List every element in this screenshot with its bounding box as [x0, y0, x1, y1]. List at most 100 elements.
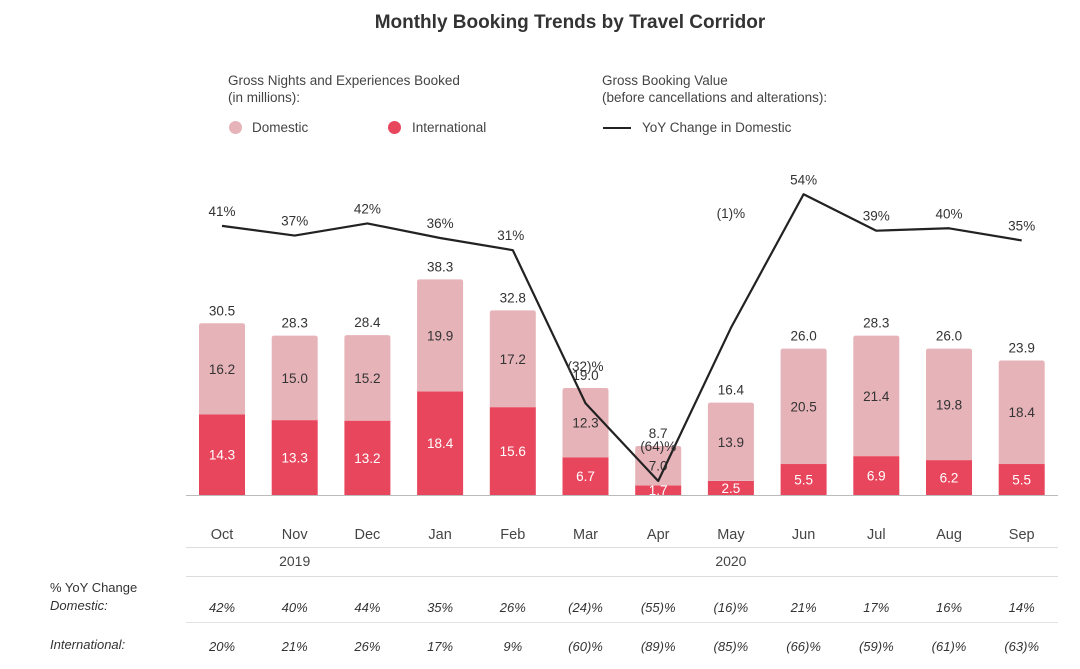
label-total-value: 28.3: [282, 316, 308, 331]
yoy-line-label: 40%: [935, 206, 962, 221]
table-cell-international: (61)%: [932, 639, 967, 654]
bar-international-oct: [199, 414, 245, 495]
table-cell-domestic: (16)%: [714, 600, 749, 615]
bar-international-jan: [417, 391, 464, 495]
legend-international-label: International: [412, 120, 487, 135]
chart-title: Monthly Booking Trends by Travel Corrido…: [374, 12, 766, 33]
table-cell-international: (66)%: [786, 639, 821, 654]
label-total-value: 26.0: [936, 329, 962, 344]
bar-international-sep: [998, 464, 1045, 495]
table-cell-domestic: 42%: [209, 600, 235, 615]
yoy-line-label: (32)%: [567, 359, 603, 374]
legend-domestic-swatch: [229, 121, 242, 134]
line-legend-header-line2: (before cancellations and alterations):: [602, 90, 828, 105]
table-row-label-international: International:: [50, 637, 126, 652]
x-tick-label: Mar: [573, 527, 598, 543]
table-cell-domestic: 16%: [936, 600, 962, 615]
label-total-value: 38.3: [427, 259, 453, 274]
x-tick-label: Apr: [647, 527, 670, 543]
bar-domestic-feb: [489, 310, 536, 408]
bars-legend-header-line1: Gross Nights and Experiences Booked: [228, 73, 460, 88]
yoy-line-label: 39%: [863, 209, 890, 224]
legend-domestic-label: Domestic: [252, 120, 309, 135]
bar-international-jul: [853, 456, 900, 495]
bar-international-apr: [635, 485, 682, 495]
table-cell-domestic: (24)%: [568, 600, 603, 615]
label-total-value: 28.4: [354, 315, 381, 330]
legend-yoy-line: [603, 127, 631, 129]
label-domestic-value: 18.4: [1009, 405, 1036, 420]
x-tick-label: May: [717, 527, 745, 543]
label-international-value: 13.3: [282, 451, 308, 466]
year-label-2020: 2020: [715, 553, 746, 569]
label-domestic-value: 13.9: [718, 435, 744, 450]
yoy-line-label: 42%: [354, 201, 381, 216]
label-international-value: 1.7: [649, 483, 668, 498]
label-domestic-value: 15.2: [354, 371, 380, 386]
bar-domestic-may: [707, 402, 754, 481]
bar-domestic-jan: [417, 279, 464, 392]
legend-yoy-label: YoY Change in Domestic: [642, 120, 792, 135]
bar-international-dec: [344, 420, 391, 495]
table-cell-international: (89)%: [641, 639, 676, 654]
bar-international-feb: [489, 407, 536, 495]
bar-domestic-nov: [271, 335, 318, 421]
label-total-value: 26.0: [790, 329, 816, 344]
bar-international-aug: [926, 460, 972, 495]
year-label-2019: 2019: [279, 553, 310, 569]
label-total-value: 23.9: [1009, 340, 1035, 355]
label-total-value: 19.0: [572, 368, 598, 383]
table-cell-domestic: 40%: [282, 600, 308, 615]
label-total-value: 28.3: [863, 316, 889, 331]
table-cell-international: (59)%: [859, 639, 894, 654]
table-header: % YoY Change: [50, 580, 138, 595]
yoy-line-label: (1)%: [717, 206, 746, 221]
table-cell-international: (60)%: [568, 639, 603, 654]
x-tick-label: Dec: [355, 527, 381, 543]
table-cell-international: 17%: [427, 639, 453, 654]
label-international-value: 6.7: [576, 469, 595, 484]
table-cell-domestic: 14%: [1009, 600, 1035, 615]
x-tick-label: Nov: [282, 527, 309, 543]
line-legend-header-line1: Gross Booking Value: [602, 73, 728, 88]
bar-international-may: [707, 480, 754, 495]
bar-international-mar: [562, 457, 609, 495]
table-cell-international: (63)%: [1004, 639, 1039, 654]
yoy-domestic-line: [221, 193, 1022, 483]
label-domestic-value: 12.3: [572, 416, 598, 431]
label-domestic-value: 19.8: [936, 397, 962, 412]
table-cell-domestic: 26%: [499, 600, 526, 615]
x-tick-label: Jun: [792, 527, 815, 543]
x-tick-label: Oct: [211, 527, 234, 543]
table-cell-domestic: 44%: [354, 600, 380, 615]
yoy-line-label: 35%: [1008, 218, 1035, 233]
label-international-value: 6.2: [940, 471, 959, 486]
label-international-value: 18.4: [427, 436, 454, 451]
bar-domestic-dec: [344, 335, 391, 421]
yoy-line-label: (64)%: [640, 439, 676, 454]
table-cell-domestic: 35%: [427, 600, 453, 615]
label-total-value: 30.5: [209, 303, 235, 318]
label-domestic-value: 19.9: [427, 328, 453, 343]
label-international-value: 2.5: [722, 481, 741, 496]
yoy-line-label: 36%: [427, 216, 454, 231]
label-domestic-value: 17.2: [500, 352, 526, 367]
bar-domestic-sep: [998, 360, 1045, 465]
label-international-value: 6.9: [867, 469, 886, 484]
bars-legend-header-line2: (in millions):: [228, 90, 301, 105]
table-cell-international: 21%: [281, 639, 308, 654]
bar-domestic-mar: [562, 388, 609, 458]
label-total-value: 16.4: [718, 383, 745, 398]
x-tick-label: Jul: [867, 527, 886, 543]
label-domestic-value: 20.5: [790, 399, 816, 414]
label-total-value: 32.8: [500, 290, 526, 305]
table-cell-domestic: 21%: [790, 600, 817, 615]
yoy-line-label: 31%: [497, 228, 524, 243]
table-cell-international: (85)%: [714, 639, 749, 654]
bar-domestic-aug: [926, 348, 972, 461]
bar-domestic-jun: [780, 348, 827, 465]
yoy-line-label: 54%: [790, 172, 817, 187]
table-cell-domestic: (55)%: [641, 600, 676, 615]
bar-domestic-jul: [853, 335, 900, 457]
